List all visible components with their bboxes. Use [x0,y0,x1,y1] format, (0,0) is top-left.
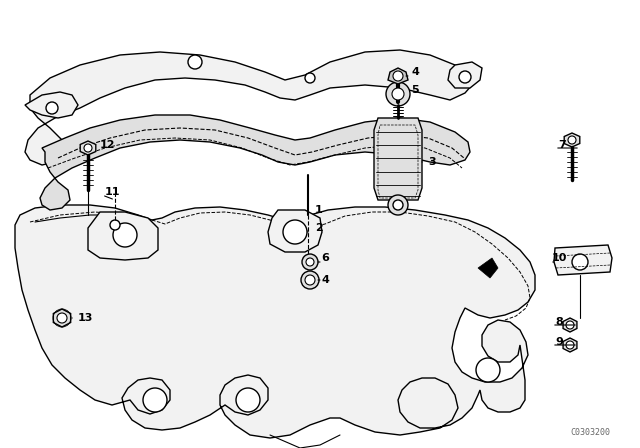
Text: 6: 6 [321,253,329,263]
Polygon shape [88,212,158,260]
Circle shape [566,321,574,329]
Circle shape [305,73,315,83]
Text: 5: 5 [411,85,419,95]
Polygon shape [25,92,78,118]
Text: 7: 7 [558,140,566,150]
Circle shape [386,82,410,106]
Polygon shape [388,68,408,84]
Polygon shape [478,258,498,278]
Circle shape [46,102,58,114]
Circle shape [110,220,120,230]
Circle shape [566,341,574,349]
Circle shape [302,254,318,270]
Polygon shape [563,318,577,332]
Circle shape [305,275,315,285]
Polygon shape [448,62,482,88]
Circle shape [143,388,167,412]
Text: 4: 4 [321,275,329,285]
Circle shape [388,195,408,215]
Circle shape [459,71,471,83]
Polygon shape [15,205,535,438]
Polygon shape [25,50,472,165]
Circle shape [476,358,500,382]
Circle shape [57,313,67,323]
Circle shape [301,271,319,289]
Circle shape [236,388,260,412]
Text: 12: 12 [100,140,115,150]
Text: 8: 8 [555,317,563,327]
Text: 10: 10 [552,253,568,263]
Polygon shape [80,141,96,155]
Circle shape [392,88,404,100]
Circle shape [306,258,314,266]
Circle shape [393,200,403,210]
Circle shape [393,71,403,81]
Text: C0303200: C0303200 [570,427,610,436]
Circle shape [568,136,576,144]
Circle shape [188,55,202,69]
Text: 9: 9 [555,337,563,347]
Circle shape [283,220,307,244]
Polygon shape [554,245,612,275]
Circle shape [572,254,588,270]
Polygon shape [374,118,422,200]
Text: 13: 13 [78,313,93,323]
Polygon shape [564,133,580,147]
Polygon shape [563,338,577,352]
Polygon shape [40,115,470,210]
Polygon shape [53,309,70,327]
Text: 4: 4 [411,67,419,77]
Text: 1: 1 [315,205,323,215]
Text: 2: 2 [315,223,323,233]
Text: 11: 11 [105,187,120,197]
Circle shape [84,144,92,152]
Text: 3: 3 [428,157,436,167]
Circle shape [113,223,137,247]
Polygon shape [268,210,322,252]
